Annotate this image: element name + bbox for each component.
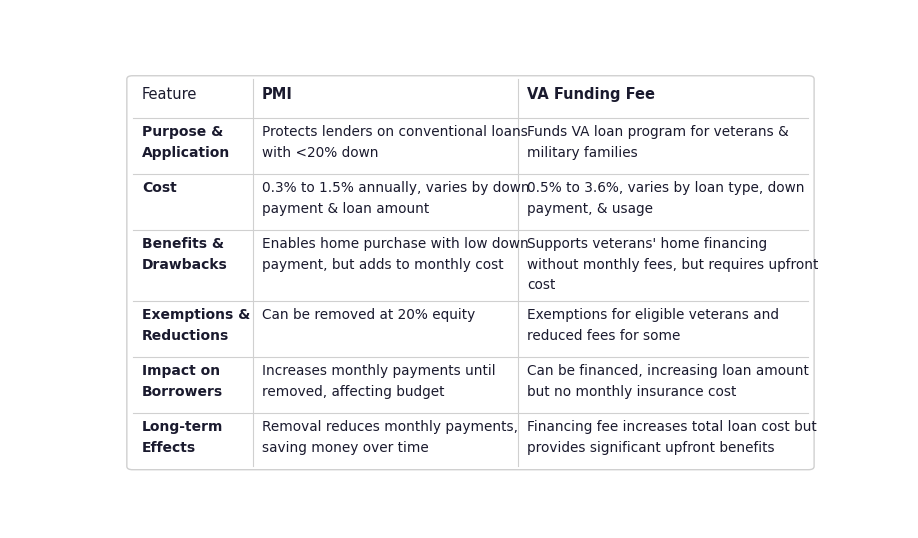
Text: Long-term
Effects: Long-term Effects	[141, 420, 223, 455]
Text: Purpose &
Application: Purpose & Application	[141, 125, 230, 160]
Text: 0.5% to 3.6%, varies by loan type, down
payment, & usage: 0.5% to 3.6%, varies by loan type, down …	[527, 181, 804, 216]
Text: Cost: Cost	[141, 181, 176, 195]
Text: Removal reduces monthly payments,
saving money over time: Removal reduces monthly payments, saving…	[263, 420, 518, 455]
Text: Supports veterans' home financing
without monthly fees, but requires upfront
cos: Supports veterans' home financing withou…	[527, 237, 819, 292]
Text: Enables home purchase with low down
payment, but adds to monthly cost: Enables home purchase with low down paym…	[263, 237, 529, 272]
Text: Exemptions for eligible veterans and
reduced fees for some: Exemptions for eligible veterans and red…	[527, 308, 779, 343]
Text: Financing fee increases total loan cost but
provides significant upfront benefit: Financing fee increases total loan cost …	[527, 420, 817, 455]
Text: Exemptions &
Reductions: Exemptions & Reductions	[141, 308, 250, 343]
Text: Funds VA loan program for veterans &
military families: Funds VA loan program for veterans & mil…	[527, 125, 789, 160]
Text: Protects lenders on conventional loans
with <20% down: Protects lenders on conventional loans w…	[263, 125, 528, 160]
Text: Can be removed at 20% equity: Can be removed at 20% equity	[263, 308, 476, 322]
Text: PMI: PMI	[263, 87, 293, 102]
FancyBboxPatch shape	[127, 76, 814, 470]
Text: Can be financed, increasing loan amount
but no monthly insurance cost: Can be financed, increasing loan amount …	[527, 364, 809, 399]
Text: Feature: Feature	[141, 87, 197, 102]
Text: VA Funding Fee: VA Funding Fee	[527, 87, 655, 102]
Text: Increases monthly payments until
removed, affecting budget: Increases monthly payments until removed…	[263, 364, 496, 399]
Text: Benefits &
Drawbacks: Benefits & Drawbacks	[141, 237, 228, 272]
Text: 0.3% to 1.5% annually, varies by down
payment & loan amount: 0.3% to 1.5% annually, varies by down pa…	[263, 181, 530, 216]
Text: Impact on
Borrowers: Impact on Borrowers	[141, 364, 223, 399]
